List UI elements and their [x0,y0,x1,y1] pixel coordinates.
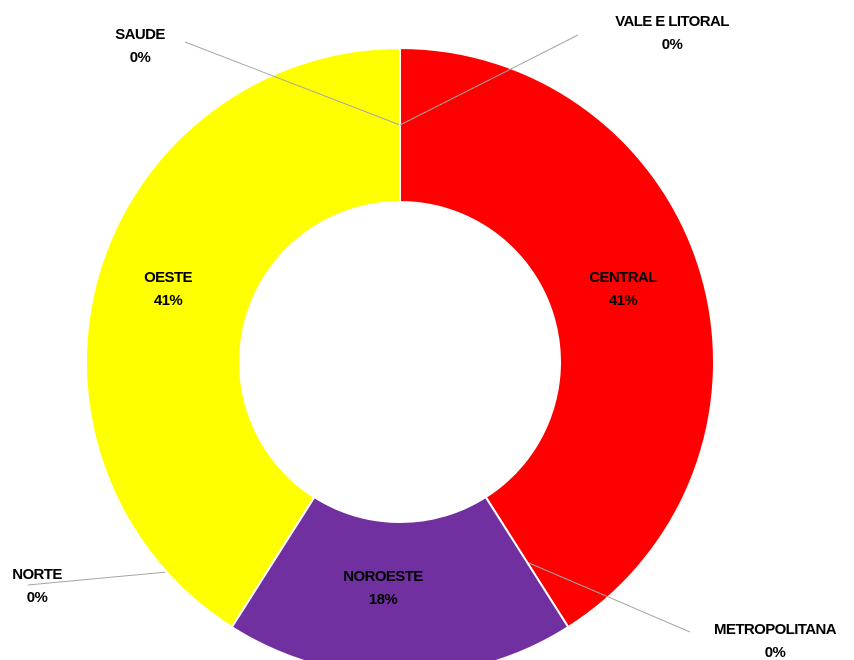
slice-value-label: 0% [27,589,48,606]
slice-value-label: 0% [130,49,151,66]
slice-label: NOROESTE [343,568,423,585]
slice-value-label: 41% [609,292,637,309]
slice-label: VALE E LITORAL [615,13,729,30]
slice-value-label: 41% [154,292,182,309]
slice-value-label: 0% [765,644,786,660]
leader-line [526,561,691,633]
slice-label: CENTRAL [589,269,657,286]
leader-line [399,34,579,126]
slice-value-label: 18% [369,591,397,608]
donut-slice [85,46,401,629]
donut-slice [230,495,570,660]
slice-label: SAUDE [115,26,165,43]
slice-label: NORTE [12,566,62,583]
slice-value-label: 0% [662,36,683,53]
slice-label: OESTE [144,269,192,286]
donut-slice [399,46,715,629]
slice-label: METROPOLITANA [714,621,837,638]
leader-line [184,41,401,126]
